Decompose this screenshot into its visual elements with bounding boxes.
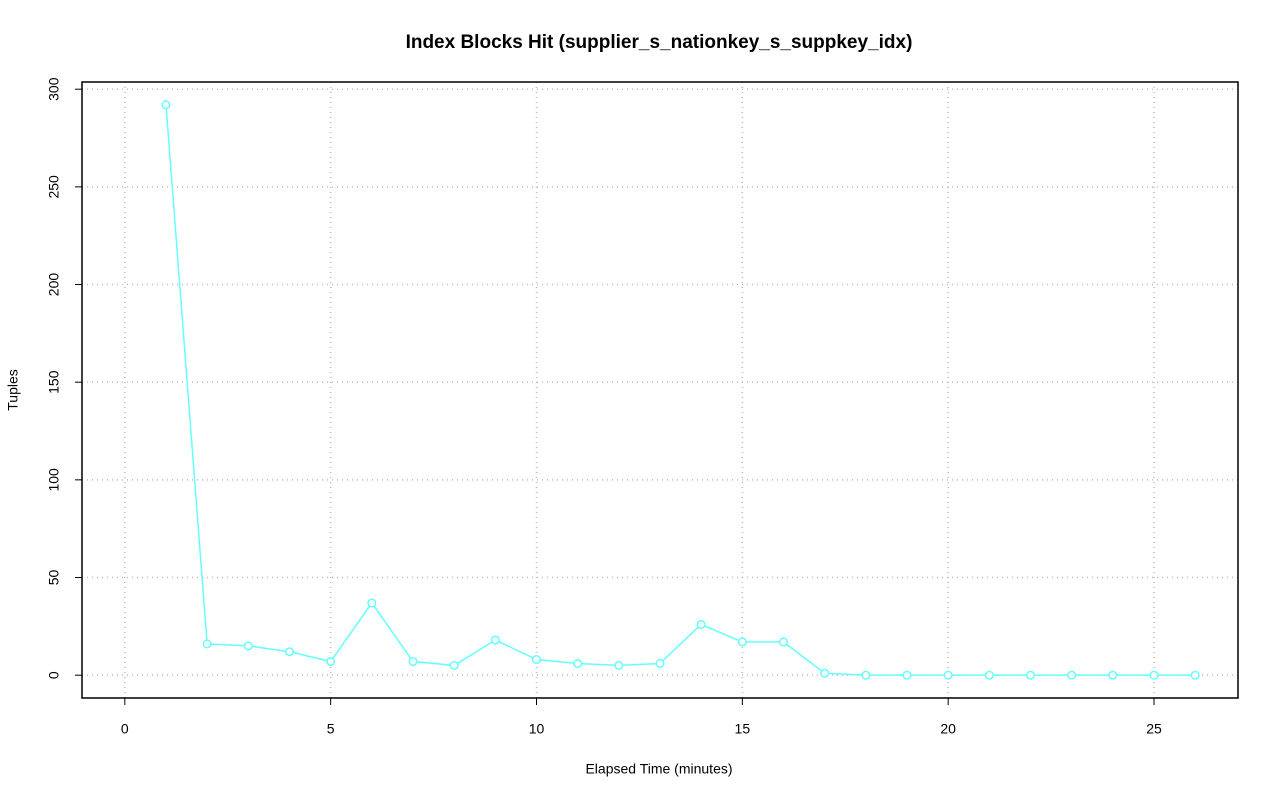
data-point — [573, 658, 583, 669]
data-point — [614, 660, 624, 670]
y-axis-label: Tuples — [5, 369, 21, 411]
x-tick-label: 10 — [529, 721, 545, 737]
y-tick-label: 300 — [46, 77, 62, 101]
data-point — [655, 658, 665, 669]
y-tick-label: 150 — [46, 370, 62, 394]
x-axis-label: Elapsed Time (minutes) — [585, 761, 732, 777]
data-point — [696, 619, 706, 629]
data-point — [778, 637, 789, 647]
chart-title: Index Blocks Hit (supplier_s_nationkey_s… — [406, 32, 913, 53]
x-tick-label: 5 — [327, 721, 335, 737]
y-tick-label: 100 — [46, 468, 62, 492]
data-point — [1067, 670, 1077, 680]
x-tick-label: 15 — [735, 721, 751, 737]
y-tick-label: 50 — [46, 570, 62, 586]
data-point — [161, 100, 171, 110]
data-point — [943, 670, 953, 680]
data-point — [326, 656, 336, 667]
plot-frame — [81, 81, 1239, 699]
data-point — [408, 656, 418, 667]
data-point — [243, 641, 253, 651]
y-tick-label: 0 — [46, 671, 62, 679]
data-point — [449, 660, 459, 670]
series-line — [165, 104, 1196, 676]
data-point — [820, 668, 830, 678]
data-point — [490, 635, 500, 645]
data-point — [202, 639, 212, 649]
data-point — [737, 637, 747, 647]
data-point — [902, 670, 912, 680]
data-point — [1108, 670, 1118, 680]
data-point — [284, 647, 295, 657]
data-point — [1025, 670, 1036, 680]
x-tick-label: 25 — [1146, 721, 1162, 737]
data-point — [861, 670, 871, 680]
y-tick-label: 200 — [46, 273, 62, 297]
data-point — [1149, 670, 1159, 680]
data-point — [984, 670, 994, 680]
x-tick-label: 20 — [940, 721, 956, 737]
x-tick-label: 0 — [121, 721, 129, 737]
y-tick-label: 250 — [46, 175, 62, 199]
data-point — [367, 598, 377, 608]
data-point — [1190, 670, 1200, 680]
data-point — [531, 655, 542, 665]
